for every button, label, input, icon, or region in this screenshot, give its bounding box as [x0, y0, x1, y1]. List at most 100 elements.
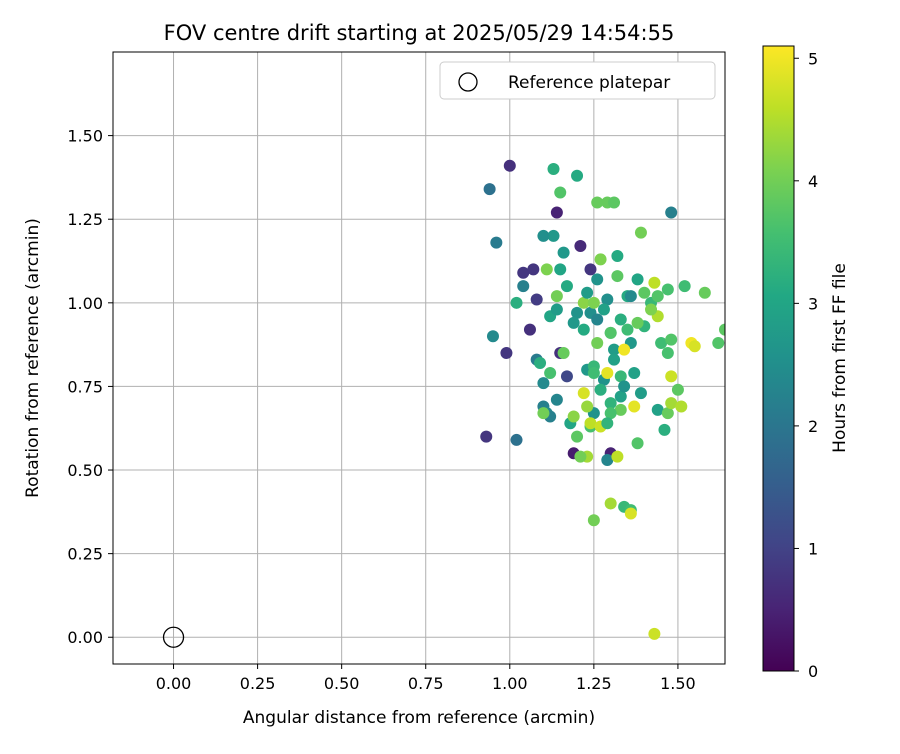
data-point — [614, 313, 627, 326]
data-point — [648, 276, 661, 289]
data-point — [698, 286, 711, 299]
data-point — [608, 343, 621, 356]
x-tick-label: 0.75 — [408, 674, 444, 693]
data-point — [483, 183, 496, 196]
data-point — [547, 163, 560, 176]
data-point — [540, 263, 553, 276]
colorbar-gradient — [762, 45, 795, 672]
data-point — [675, 400, 688, 413]
data-point — [584, 263, 597, 276]
data-point — [621, 323, 634, 336]
data-point — [591, 336, 604, 349]
y-tick-label: 0.50 — [67, 461, 103, 480]
data-point — [480, 430, 493, 443]
grid — [113, 52, 725, 664]
data-point — [567, 316, 580, 329]
data-point — [571, 169, 584, 182]
colorbar-tick-label: 3 — [808, 294, 818, 313]
data-point — [658, 423, 671, 436]
plot-frame — [112, 51, 726, 665]
data-point — [628, 367, 641, 380]
data-point — [719, 323, 725, 336]
x-axis-label: Angular distance from reference (arcmin) — [243, 708, 595, 728]
data-point — [601, 367, 614, 380]
reference-platepar-point — [162, 626, 185, 648]
data-point — [665, 333, 678, 346]
data-point — [651, 403, 664, 416]
data-point — [661, 346, 674, 359]
data-point — [554, 186, 567, 199]
colorbar-tick-label: 0 — [808, 662, 818, 681]
colorbar-label: Hours from first FF file — [830, 263, 850, 453]
data-point — [665, 206, 678, 219]
y-tick-label: 1.25 — [67, 210, 103, 229]
data-point — [571, 430, 584, 443]
data-point — [490, 236, 503, 249]
data-point — [631, 437, 644, 450]
data-point — [557, 346, 570, 359]
data-point — [618, 380, 631, 393]
y-axis-label: Rotation from reference (arcmin) — [23, 218, 43, 498]
x-axis-ticks: 0.00 0.25 0.50 0.75 1.00 1.25 1.50 — [156, 664, 696, 693]
legend-entry-label: Reference platepar — [508, 73, 670, 93]
data-point — [527, 263, 540, 276]
data-point — [631, 316, 644, 329]
data-point — [581, 286, 594, 299]
data-point — [550, 303, 563, 316]
data-point — [611, 450, 624, 463]
data-point — [591, 196, 604, 209]
data-point — [587, 296, 600, 309]
data-point — [486, 330, 499, 343]
data-point — [631, 273, 644, 286]
data-point — [587, 367, 600, 380]
colorbar-tick-label: 4 — [808, 172, 818, 191]
data-point — [574, 450, 587, 463]
data-point — [648, 627, 661, 640]
data-point — [604, 407, 617, 420]
data-point — [688, 340, 701, 353]
colorbar-tick-label: 5 — [808, 49, 818, 68]
data-point — [645, 303, 658, 316]
x-tick-label: 0.25 — [240, 674, 276, 693]
data-point — [577, 323, 590, 336]
data-point — [604, 397, 617, 410]
data-point — [591, 273, 604, 286]
data-point — [517, 280, 530, 293]
legend-box — [439, 61, 716, 100]
data-point — [601, 454, 614, 466]
data-point — [614, 403, 627, 416]
data-point — [530, 293, 543, 306]
data-point — [584, 417, 597, 430]
data-point — [574, 239, 587, 252]
data-point — [594, 253, 607, 266]
data-point — [577, 296, 590, 309]
data-point — [604, 326, 617, 339]
data-point — [604, 497, 617, 510]
x-tick-label: 1.25 — [576, 674, 612, 693]
data-point — [510, 433, 523, 446]
data-point — [550, 206, 563, 219]
data-point — [655, 336, 668, 349]
data-point — [571, 306, 584, 319]
data-point — [712, 336, 725, 349]
x-tick-label: 0.00 — [156, 674, 192, 693]
data-point — [500, 346, 513, 359]
y-tick-label: 0.75 — [67, 377, 103, 396]
y-tick-label: 0.00 — [67, 628, 103, 647]
data-point — [591, 313, 604, 326]
x-tick-label: 1.50 — [660, 674, 696, 693]
data-point — [560, 280, 573, 293]
data-point — [550, 290, 563, 303]
y-axis-ticks: 0.00 0.25 0.50 0.75 1.00 1.25 1.50 — [67, 127, 113, 647]
data-point — [567, 410, 580, 423]
data-point — [611, 270, 624, 283]
data-point — [608, 353, 621, 366]
data-point — [601, 293, 614, 306]
data-point — [601, 417, 614, 430]
data-point — [661, 283, 674, 296]
chart-title: FOV centre drift starting at 2025/05/29 … — [164, 21, 675, 45]
data-point — [544, 367, 557, 380]
y-tick-label: 0.25 — [67, 545, 103, 564]
